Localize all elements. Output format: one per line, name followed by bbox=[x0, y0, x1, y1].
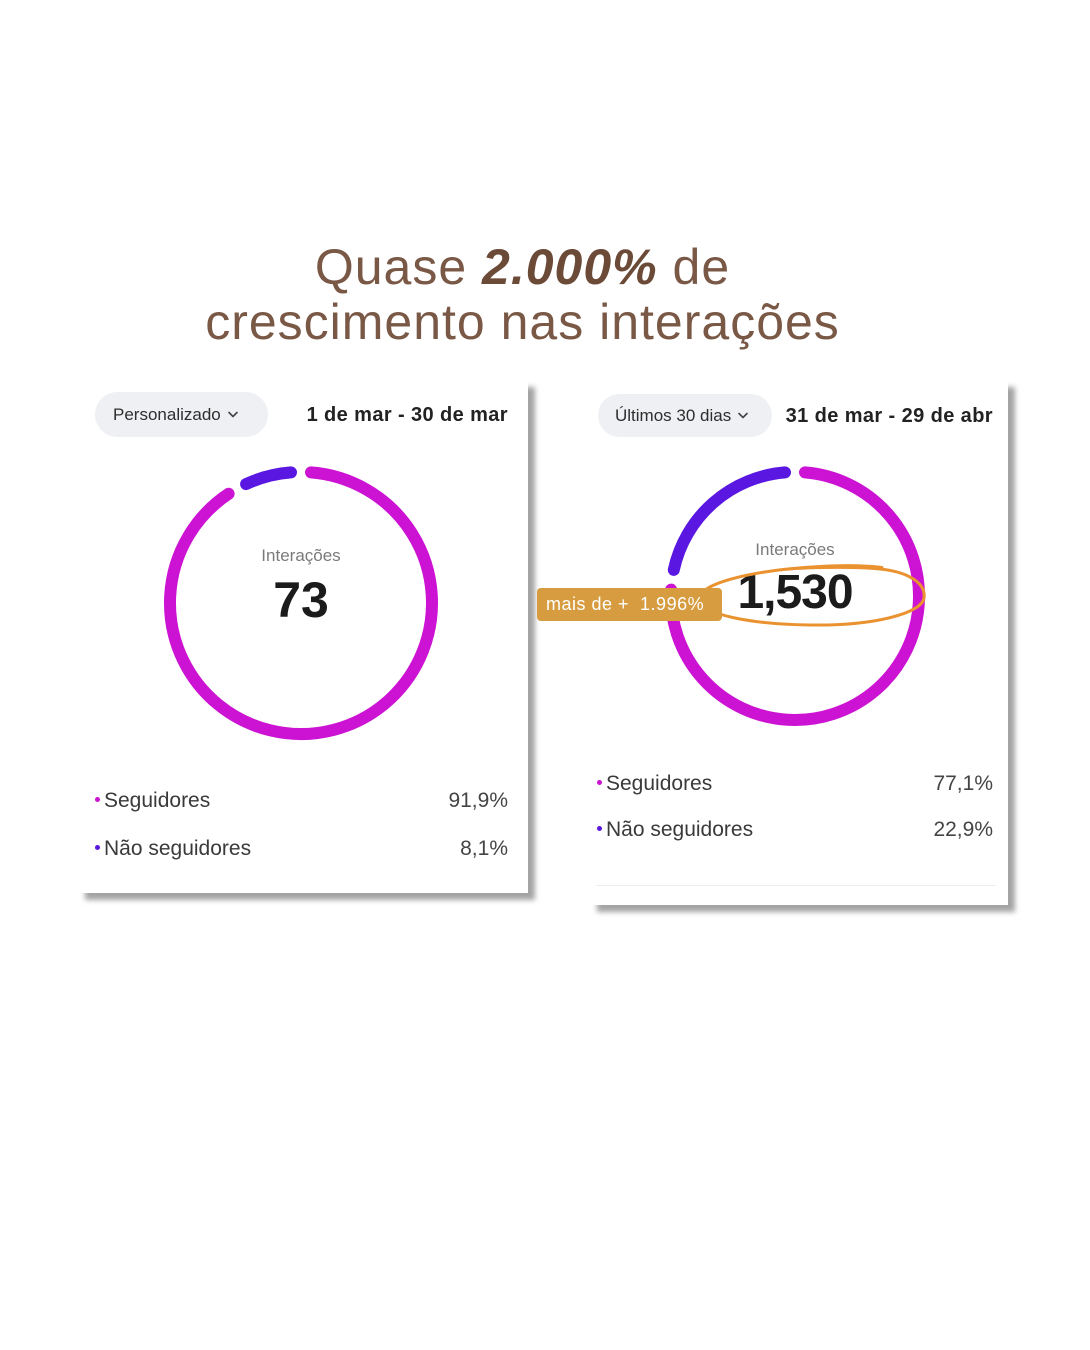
divider bbox=[596, 885, 996, 886]
highlight-ellipse bbox=[698, 564, 926, 627]
legend-label: Seguidores bbox=[104, 789, 211, 812]
insights-card-before: Personalizado 1 de mar - 30 de mar Inter… bbox=[78, 380, 528, 893]
donut-segment-nao-seguidores bbox=[240, 466, 298, 491]
headline: Quase 2.000% de crescimento nas interaçõ… bbox=[0, 240, 1045, 350]
legend-value: 22,9% bbox=[933, 818, 993, 841]
headline-line-1: Quase 2.000% de bbox=[0, 240, 1045, 295]
legend-dot bbox=[95, 797, 100, 802]
headline-start: Quase bbox=[314, 239, 468, 295]
legend-row-nao-seguidores: Não seguidores 22,9% bbox=[597, 816, 993, 844]
period-selector-label: Personalizado bbox=[113, 404, 221, 424]
chevron-down-icon bbox=[227, 411, 238, 418]
legend-label: Seguidores bbox=[606, 772, 713, 795]
donut-center-label: Interações bbox=[755, 540, 835, 559]
legend-row-seguidores: Seguidores 91,9% bbox=[95, 787, 508, 815]
period-selector-label: Últimos 30 dias bbox=[615, 405, 732, 425]
legend-value: 91,9% bbox=[448, 789, 508, 812]
chevron-down-icon bbox=[738, 412, 749, 419]
legend-value: 8,1% bbox=[460, 837, 508, 860]
date-range: 31 de mar - 29 de abr bbox=[785, 405, 993, 427]
period-selector[interactable]: Personalizado bbox=[95, 392, 268, 437]
growth-badge: mais de + 1.996% bbox=[537, 588, 722, 621]
date-range: 1 de mar - 30 de mar bbox=[306, 404, 508, 426]
legend-label: Não seguidores bbox=[606, 818, 754, 841]
headline-highlight: 2.000% bbox=[482, 239, 658, 295]
donut-segment-seguidores bbox=[164, 466, 438, 740]
donut-segment-seguidores bbox=[665, 466, 925, 726]
legend-row-nao-seguidores: Não seguidores 8,1% bbox=[95, 835, 508, 863]
interactions-donut-chart bbox=[665, 466, 925, 726]
legend-dot bbox=[597, 780, 602, 785]
headline-line-2: crescimento nas interações bbox=[205, 294, 840, 350]
interactions-count: 73 bbox=[273, 572, 329, 628]
legend-label: Não seguidores bbox=[104, 837, 252, 860]
donut-center-label: Interações bbox=[261, 546, 341, 565]
period-selector[interactable]: Últimos 30 dias bbox=[598, 394, 772, 437]
donut-segment-nao-seguidores bbox=[667, 466, 792, 576]
highlight-ellipse-stroke bbox=[698, 564, 926, 627]
interactions-donut-chart bbox=[164, 466, 438, 740]
legend-dot bbox=[597, 826, 602, 831]
headline-end: de bbox=[672, 239, 731, 295]
legend-value: 77,1% bbox=[933, 772, 993, 795]
legend-dot bbox=[95, 845, 100, 850]
insights-card-after: Últimos 30 dias 31 de mar - 29 de abr In… bbox=[590, 380, 1008, 905]
legend-row-seguidores: Seguidores 77,1% bbox=[597, 770, 993, 798]
